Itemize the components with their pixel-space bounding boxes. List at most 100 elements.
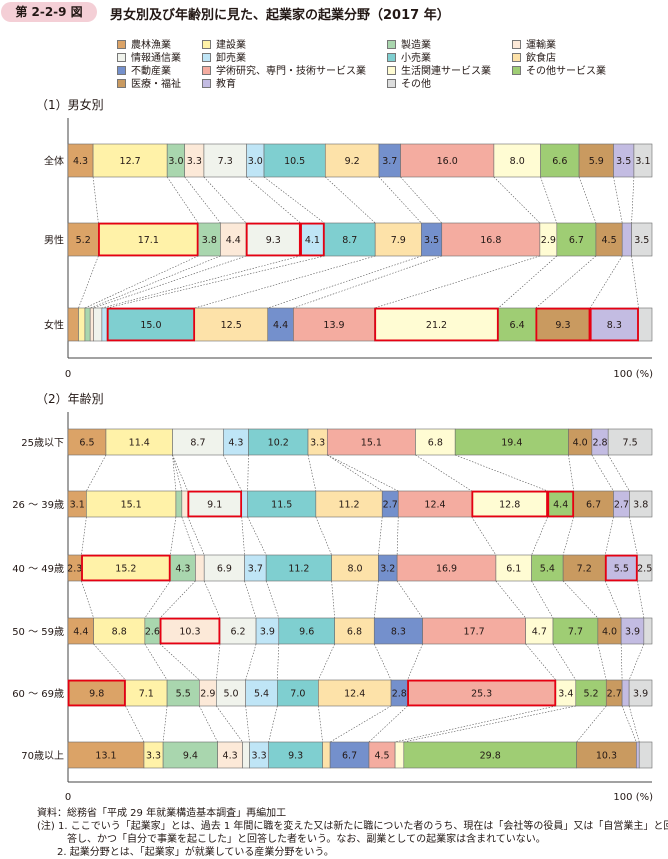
connector-line (628, 705, 640, 743)
bar-segment (394, 741, 405, 769)
connector-line (318, 643, 335, 681)
section-title-age: （2）年齢別 (36, 392, 104, 406)
category-label: 男性 (44, 234, 64, 247)
data-label: 17.7 (464, 627, 485, 638)
data-label: 3.1 (70, 500, 85, 511)
connector-line (263, 176, 325, 224)
highlight-frame (407, 679, 557, 707)
bar-segment (329, 741, 370, 769)
legend-swatch (202, 40, 211, 49)
data-label: 5.4 (254, 689, 269, 700)
data-label: 3.9 (260, 627, 275, 638)
legend-item: 卸売業 (202, 53, 246, 65)
connector-line (525, 643, 557, 681)
connector-line (216, 705, 243, 743)
data-label: 3.3 (187, 156, 202, 167)
connector-line (629, 516, 638, 556)
data-label: 2.6 (145, 627, 160, 638)
bar-segment (556, 222, 597, 257)
legend-label: 医療・福祉 (131, 79, 181, 90)
connector-line (194, 255, 376, 309)
bar-segment (525, 617, 554, 645)
bar-segment (636, 741, 640, 769)
data-label: 3.3 (146, 751, 161, 762)
data-label: 15.0 (140, 320, 161, 331)
connector-line (331, 580, 335, 619)
note-2: 2. 起業分野とは、「起業家」が就業している産業分野をいう。 (37, 847, 334, 858)
data-label: 9.8 (89, 689, 104, 700)
legend-label: 情報通信業 (131, 53, 181, 64)
legend-item: 学術研究、専門・技術サービス業 (202, 66, 366, 78)
bar-segment (81, 554, 171, 582)
legend-swatch (512, 66, 521, 75)
data-label: 9.4 (183, 751, 198, 762)
bar-segment (89, 307, 94, 342)
connector-line (293, 255, 442, 309)
data-label: 9.6 (299, 627, 314, 638)
highlight-frame (300, 222, 325, 257)
connector-line (101, 255, 301, 309)
bar-segment (84, 307, 91, 342)
connector-line (531, 516, 548, 556)
bar-segment (318, 679, 392, 707)
bar-segment (621, 679, 630, 707)
data-label: 3.7 (248, 564, 263, 575)
bar-segment (595, 222, 623, 257)
connector-line (170, 516, 177, 556)
data-label: 6.2 (230, 627, 245, 638)
data-label: 2.9 (541, 235, 556, 246)
bar-segment (67, 428, 107, 456)
data-label: 12.5 (221, 320, 242, 331)
connector-line (604, 516, 614, 556)
legend-label: 製造業 (401, 40, 431, 51)
legend-item: 情報通信業 (117, 53, 181, 65)
bar-segment (101, 307, 108, 342)
bar-segment (331, 554, 379, 582)
category-label: 女性 (44, 319, 64, 332)
bar-segment (293, 307, 375, 342)
data-label: 2.9 (200, 689, 215, 700)
highlight-frame (106, 307, 196, 342)
x-tick-label: 0 (65, 369, 71, 380)
data-label: 5.5 (176, 689, 191, 700)
data-label: 5.9 (589, 156, 604, 167)
data-label: 5.2 (76, 235, 91, 246)
data-label: 13.9 (323, 320, 344, 331)
category-label: 70歳以上 (21, 750, 64, 762)
connector-line (318, 705, 323, 743)
connector-line (92, 176, 99, 224)
connector-line (607, 454, 630, 492)
bar-segment (562, 554, 606, 582)
connector-line (125, 705, 145, 743)
data-label: 12.8 (499, 500, 520, 511)
highlight-frame (98, 222, 199, 257)
data-label: 4.4 (73, 627, 88, 638)
bar-segment (374, 222, 422, 257)
data-label: 4.3 (175, 564, 190, 575)
data-label: 6.7 (586, 500, 601, 511)
bar-segment (633, 143, 653, 178)
highlight-frame (604, 554, 638, 582)
connector-line (620, 643, 623, 681)
connector-line (576, 705, 607, 743)
connector-line (495, 580, 526, 619)
connector-line (540, 176, 558, 224)
connector-line (90, 255, 221, 309)
highlight-frame (67, 679, 126, 707)
bar-segment (531, 554, 564, 582)
connector-line (621, 705, 637, 743)
legend-label: 農林漁業 (131, 40, 171, 51)
bar-segment (607, 428, 653, 456)
data-label: 4.3 (223, 751, 238, 762)
connector-line (172, 454, 189, 492)
connector-line (244, 580, 257, 619)
data-label: 9.3 (288, 751, 303, 762)
connector-line (493, 176, 541, 224)
data-label: 6.7 (342, 751, 357, 762)
legend-item: 医療・福祉 (117, 79, 181, 91)
data-label: 10.5 (284, 156, 305, 167)
data-label: 7.7 (568, 627, 583, 638)
highlight-frame (187, 490, 243, 518)
figure-header: 第 2-2-9 図 男女別及び年齢別に見た、起業家の起業分野（2017 年） (0, 0, 668, 26)
data-label: 7.5 (623, 438, 638, 449)
